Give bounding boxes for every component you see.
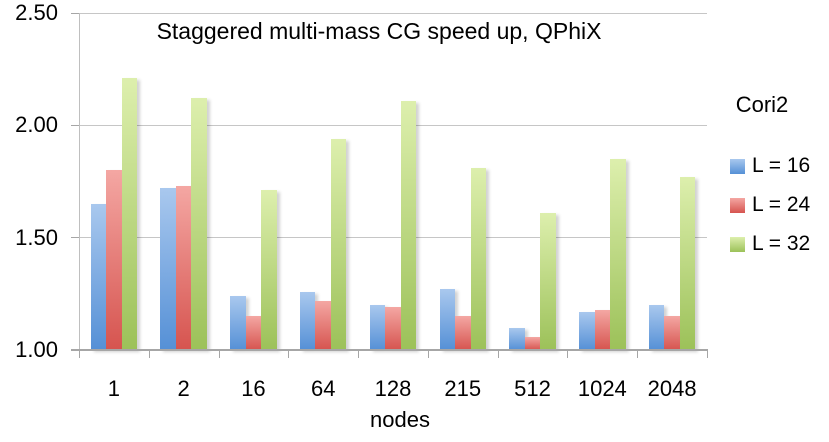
bar-L24-2048 bbox=[664, 316, 680, 350]
x-tick-label: 512 bbox=[514, 376, 551, 401]
bar-L16-512 bbox=[509, 327, 525, 350]
legend-swatch-icon bbox=[730, 197, 745, 213]
x-axis-line bbox=[71, 349, 708, 351]
y-tick-label: 2.00 bbox=[15, 112, 58, 138]
legend-item-L32: L = 32 bbox=[730, 229, 810, 259]
bar-L32-16 bbox=[261, 190, 277, 350]
y-axis-tick bbox=[71, 237, 79, 239]
x-tick-label: 16 bbox=[241, 376, 266, 401]
bar-L24-1024 bbox=[594, 309, 611, 350]
y-axis-tick bbox=[71, 12, 79, 14]
chart-title: Staggered multi-mass CG speed up, QPhiX bbox=[156, 18, 602, 44]
bar-L16-2 bbox=[160, 188, 176, 350]
bar-L24-64 bbox=[315, 300, 331, 350]
x-tick-label: 1024 bbox=[577, 376, 627, 401]
legend-label: L = 32 bbox=[752, 232, 811, 255]
bar-L16-64 bbox=[299, 291, 316, 350]
bar-L16-1024 bbox=[579, 311, 595, 350]
x-tick-label: 1 bbox=[107, 376, 120, 401]
x-axis-tick bbox=[218, 351, 220, 358]
x-axis-title: nodes bbox=[370, 407, 430, 432]
y-gridline bbox=[79, 12, 707, 14]
bar-L16-215 bbox=[439, 289, 456, 350]
legend-swatch-icon bbox=[730, 158, 745, 174]
legend-label: L = 24 bbox=[752, 193, 811, 216]
bar-L24-2 bbox=[175, 185, 192, 350]
x-tick-label: 2 bbox=[177, 376, 190, 401]
bar-L32-215 bbox=[470, 168, 487, 350]
legend: Cori2 L = 16 L = 24 L = 32 bbox=[707, 0, 829, 442]
x-tick-label: 64 bbox=[310, 376, 336, 401]
bar-L24-1 bbox=[106, 170, 122, 350]
legend-label: L = 16 bbox=[752, 154, 811, 177]
x-axis-tick bbox=[637, 351, 639, 358]
x-axis-tick bbox=[79, 351, 80, 358]
bar-L16-1 bbox=[90, 203, 107, 350]
x-axis-tick bbox=[567, 351, 569, 358]
bar-L16-128 bbox=[369, 305, 386, 350]
legend-item-L24: L = 24 bbox=[730, 190, 810, 220]
bar-L32-512 bbox=[540, 212, 556, 350]
bar-L32-1024 bbox=[610, 159, 626, 350]
y-gridline bbox=[79, 124, 707, 126]
bar-L32-1 bbox=[121, 78, 138, 350]
legend-title: Cori2 bbox=[735, 92, 789, 117]
bar-L32-2 bbox=[191, 98, 207, 350]
x-axis-tick bbox=[358, 351, 360, 358]
x-axis-tick bbox=[148, 351, 150, 358]
x-axis-tick bbox=[707, 351, 708, 358]
legend-swatch-icon bbox=[730, 236, 745, 252]
y-tick-label: 1.00 bbox=[15, 337, 58, 362]
bar-L16-2048 bbox=[648, 305, 665, 350]
y-tick-label: 2.50 bbox=[15, 0, 58, 25]
bar-L24-512 bbox=[524, 336, 541, 350]
x-axis-tick bbox=[427, 351, 429, 358]
bar-L32-128 bbox=[400, 100, 417, 350]
bar-L32-64 bbox=[330, 138, 347, 350]
bar-L24-215 bbox=[455, 316, 471, 350]
y-gridline bbox=[79, 237, 707, 239]
x-tick-label: 215 bbox=[444, 376, 482, 401]
y-axis-line bbox=[79, 13, 80, 350]
x-tick-label: 2048 bbox=[647, 376, 697, 401]
bar-L32-2048 bbox=[679, 177, 696, 350]
y-tick-label: 1.50 bbox=[15, 224, 58, 250]
legend-item-L16: L = 16 bbox=[730, 151, 810, 181]
x-tick-label: 128 bbox=[374, 376, 412, 401]
legend-items: L = 16 L = 24 L = 32 bbox=[730, 151, 810, 268]
x-axis-tick bbox=[288, 351, 290, 358]
y-axis-tick bbox=[71, 124, 79, 126]
bar-L24-128 bbox=[385, 307, 401, 350]
bar-L16-16 bbox=[230, 296, 246, 350]
x-axis-tick bbox=[497, 351, 499, 358]
bar-L24-16 bbox=[245, 316, 262, 350]
